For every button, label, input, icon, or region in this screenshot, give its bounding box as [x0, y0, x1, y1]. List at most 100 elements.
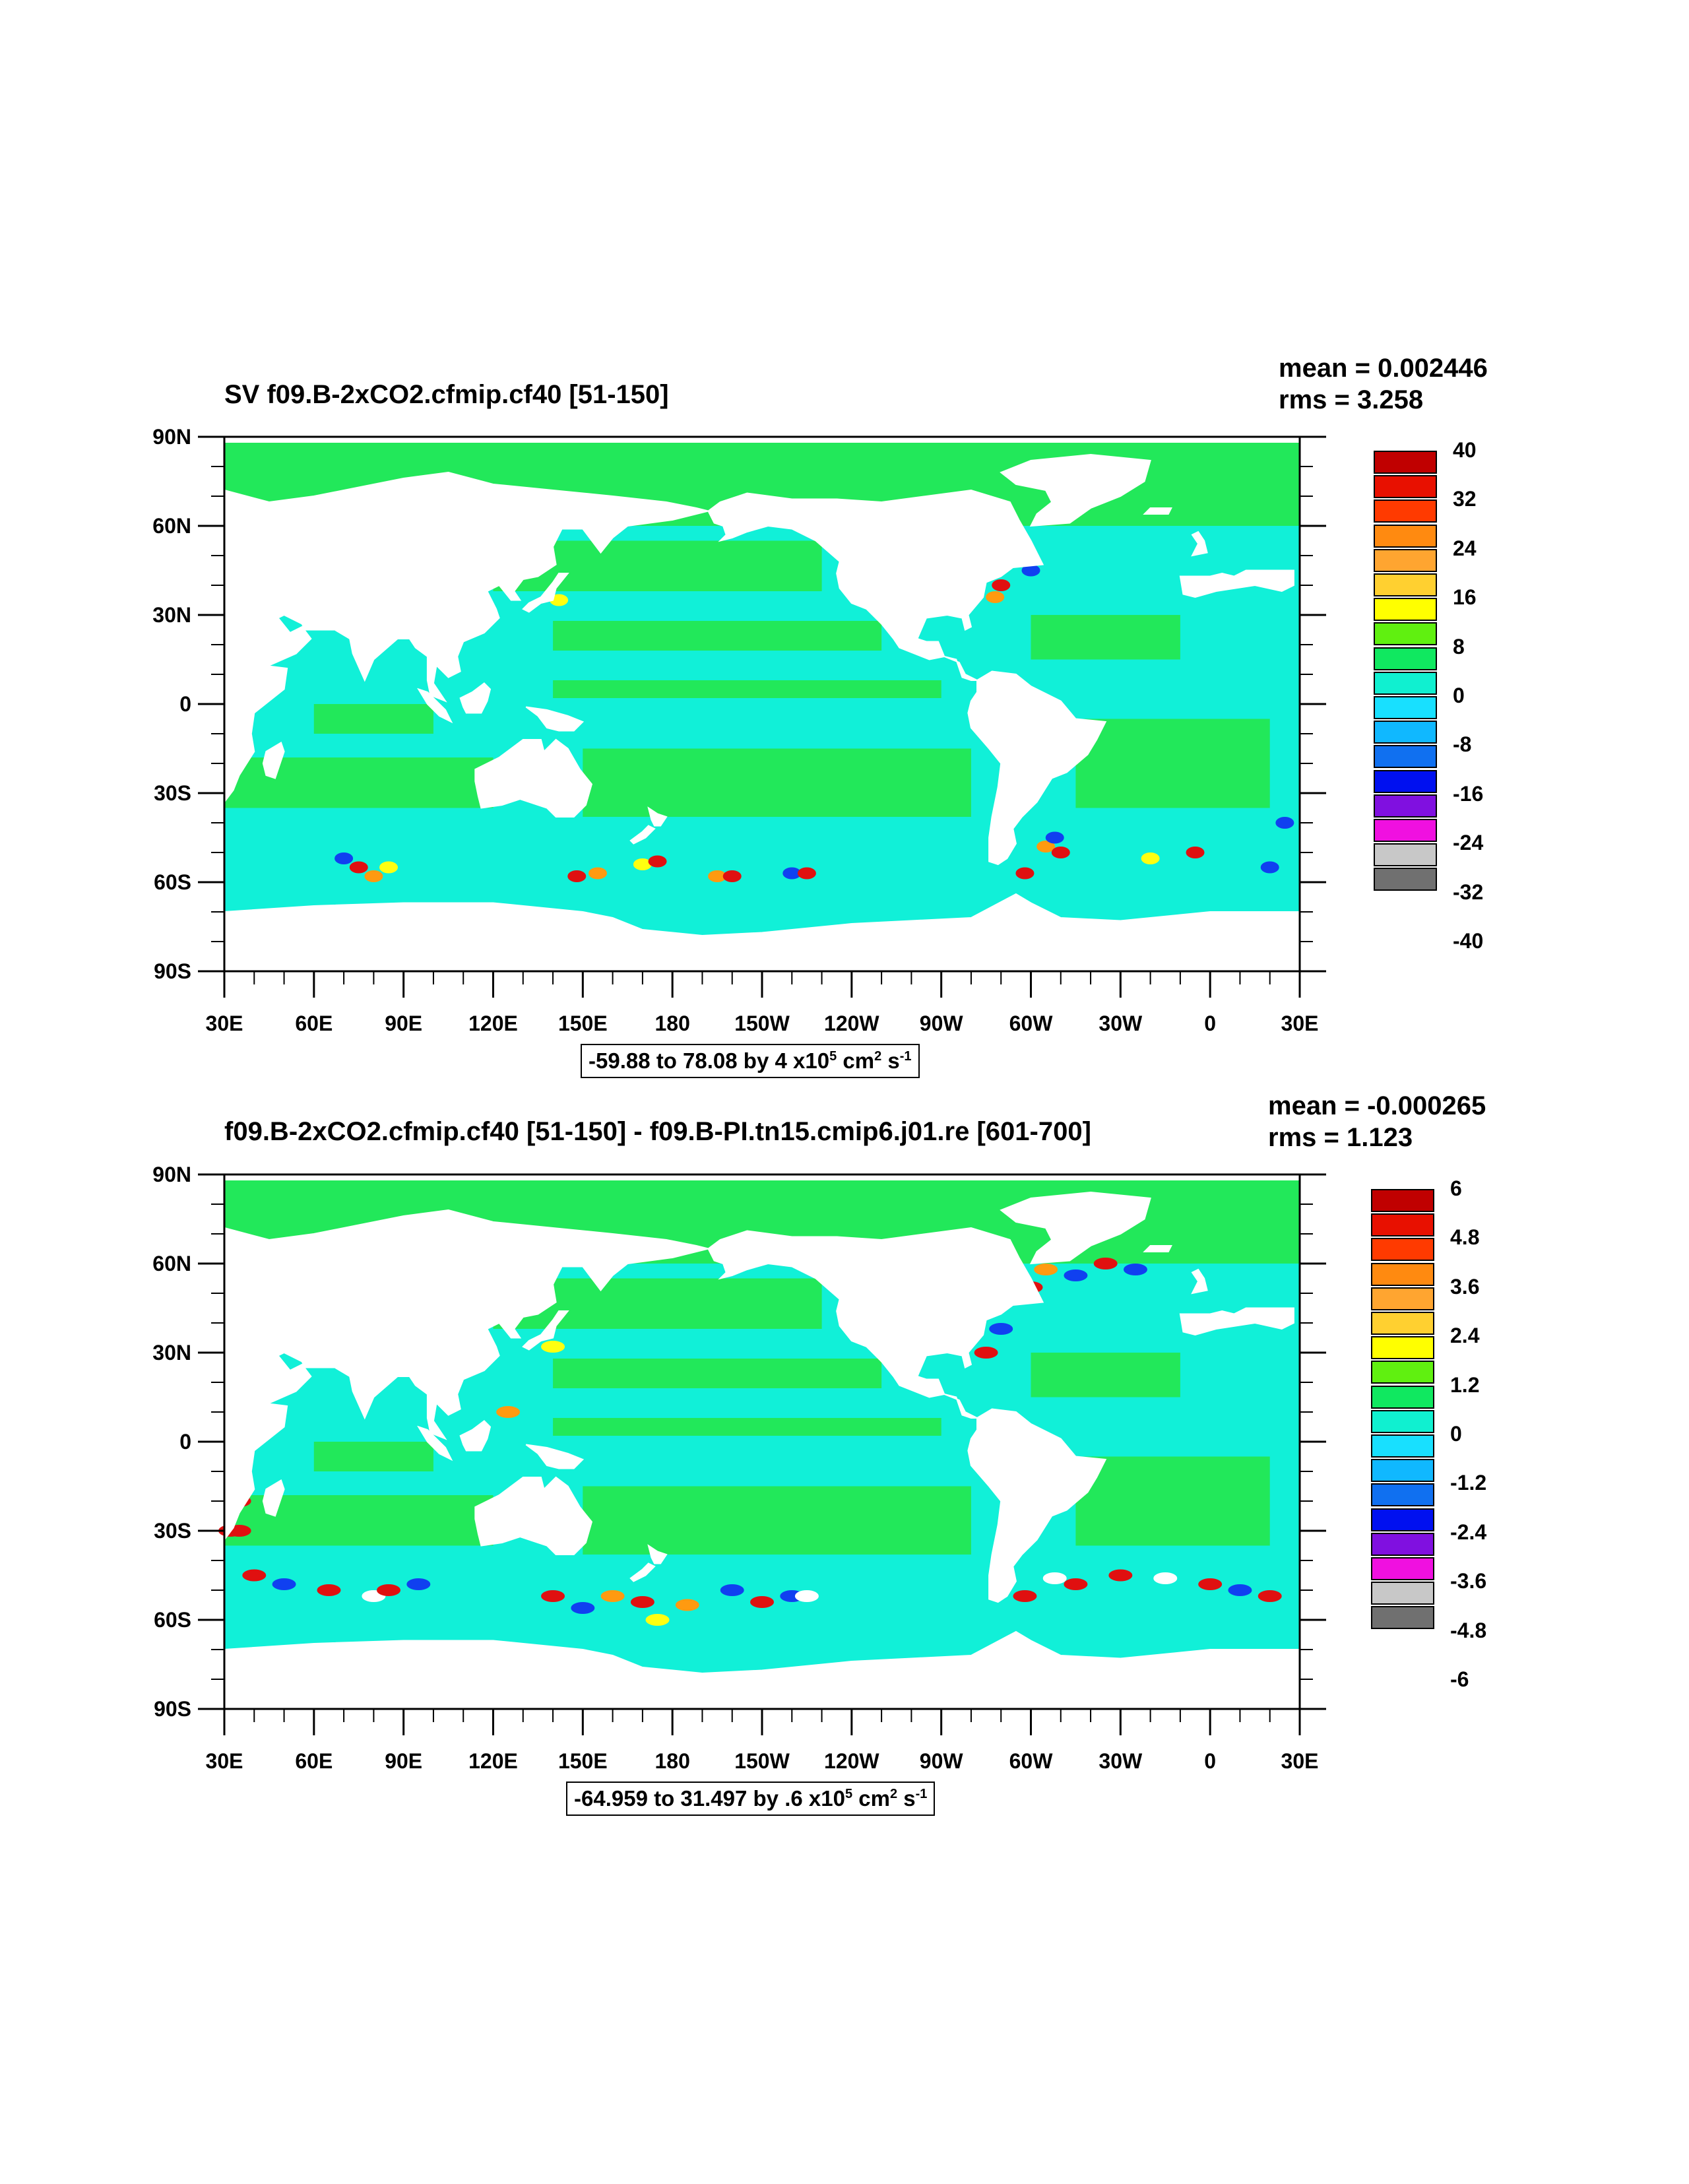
panel-1-rms: rms = 3.258	[1279, 385, 1424, 414]
y-tick-label: 30N	[152, 603, 191, 627]
x-tick-label: 90W	[920, 1012, 964, 1035]
panel-1-title: SV f09.B-2xCO2.cfmip.cf40 [51-150]	[224, 380, 669, 409]
x-tick-label: 120E	[468, 1749, 518, 1773]
anomaly-spot	[364, 870, 383, 882]
y-tick-label: 90S	[154, 959, 191, 983]
colorbar-label: -16	[1453, 781, 1484, 806]
x-tick-label: 0	[1204, 1749, 1216, 1773]
colorbar-label: 0	[1450, 1422, 1462, 1446]
colorbar-label: 4.8	[1450, 1225, 1480, 1250]
ocean-region	[224, 808, 1300, 912]
land-nz_n	[647, 1544, 668, 1564]
colorbar-box	[1371, 1409, 1434, 1433]
x-tick-label: 30E	[206, 1012, 243, 1035]
land-europe_w	[1179, 1307, 1294, 1336]
x-tick-label: 120W	[824, 1012, 879, 1035]
x-tick-label: 150E	[558, 1749, 608, 1773]
colorbar-box	[1371, 1189, 1434, 1212]
panel-2-map: 90N 60N 30N 0 30S 60S 90S 30E 60E 90E 120E 150E 180 1…	[152, 1163, 1326, 1773]
anomaly-spot	[242, 1569, 267, 1582]
y-tick-label: 60S	[154, 870, 191, 894]
anomaly-spot	[633, 858, 652, 870]
colorbar-box	[1371, 1336, 1434, 1360]
land-iceland	[1143, 1245, 1172, 1252]
colorbar-box	[1371, 1434, 1434, 1458]
anomaly-spot	[1093, 1258, 1118, 1269]
land-antarctica	[224, 1630, 1300, 1710]
x-tick-label: 0	[1204, 1012, 1216, 1035]
colorbar-box	[1374, 573, 1437, 596]
anomaly-spot	[1064, 1269, 1088, 1281]
land-png	[525, 706, 585, 732]
anomaly-spot	[1034, 1264, 1058, 1275]
panel-2-title: f09.B-2xCO2.cfmip.cf40 [51-150] - f09.B-…	[224, 1117, 1091, 1146]
colorbar-label: 24	[1453, 536, 1477, 560]
x-tick-label: 150W	[734, 1012, 790, 1035]
x-tick-label: 30E	[1281, 1749, 1319, 1773]
land-iceland	[1143, 507, 1172, 515]
ocean-region	[224, 757, 494, 808]
anomaly-spot	[1013, 1590, 1037, 1602]
colorbar-box	[1374, 843, 1437, 867]
anomaly-spot	[349, 861, 368, 874]
colorbar-box	[1371, 1532, 1434, 1556]
x-tick-label: 30W	[1099, 1012, 1143, 1035]
x-tick-label: 90E	[385, 1749, 422, 1773]
x-tick-label: 60E	[295, 1012, 333, 1035]
colorbar-box	[1371, 1287, 1434, 1310]
ocean-region	[1031, 615, 1180, 660]
anomaly-spot	[630, 1596, 654, 1608]
ocean-region	[583, 1486, 971, 1555]
anomaly-spot	[648, 855, 667, 868]
anomaly-spot	[708, 870, 727, 882]
x-tick-label: 120E	[468, 1012, 518, 1035]
land-africa	[224, 1349, 288, 1542]
colorbar-box	[1374, 671, 1437, 695]
land-antarctica	[224, 893, 1300, 972]
land-greenland	[1000, 1191, 1151, 1265]
anomaly-spot	[1258, 1590, 1282, 1602]
colorbar-box	[1371, 1385, 1434, 1409]
anomaly-spot	[986, 591, 1005, 603]
anomaly-spot	[377, 1584, 401, 1596]
land-greenland	[1000, 453, 1151, 527]
anomaly-spot	[1015, 867, 1035, 880]
colorbar-box	[1374, 622, 1437, 646]
ocean-region	[553, 621, 882, 651]
x-tick-label: 60W	[1009, 1749, 1054, 1773]
x-tick-label: 30E	[1281, 1012, 1319, 1035]
anomaly-spot	[750, 1596, 774, 1608]
anomaly-spot	[541, 1341, 565, 1353]
x-tick-label: 30W	[1099, 1749, 1143, 1773]
land-nz_s	[629, 825, 656, 845]
colorbar-label: 3.6	[1450, 1274, 1480, 1299]
ocean-region	[493, 540, 822, 591]
colorbar-box	[1374, 548, 1437, 572]
colorbar-box	[1374, 794, 1437, 818]
y-tick-label: 60N	[152, 514, 191, 538]
colorbar-box	[1371, 1361, 1434, 1384]
anomaly-spot	[992, 579, 1011, 591]
panel-1-map: 90N 60N 30N 0 30S 60S 90S 30E 60E 90E 120E 150E 180 1…	[152, 425, 1326, 1035]
panel-1-stats: mean = 0.002446 rms = 3.258	[1279, 352, 1488, 416]
y-tick-label: 60S	[154, 1608, 191, 1632]
land-samerica	[967, 1408, 1107, 1603]
anomaly-spot	[1045, 831, 1064, 844]
y-tick-label: 30N	[152, 1341, 191, 1365]
ocean-region	[224, 1495, 494, 1546]
land-namerica	[707, 1227, 1044, 1419]
panel-2-contour-range: -64.959 to 31.497 by .6 x105 cm2 s-1	[566, 1782, 936, 1816]
x-tick-label: 60W	[1009, 1012, 1054, 1035]
y-tick-label: 30S	[154, 781, 191, 805]
colorbar-box	[1374, 769, 1437, 793]
colorbar-box	[1371, 1238, 1434, 1262]
colorbar-label: -24	[1453, 831, 1484, 855]
land-namerica	[707, 489, 1044, 681]
land-png	[525, 1444, 585, 1469]
colorbar-box	[1371, 1557, 1434, 1580]
polar-cap	[224, 437, 1300, 443]
anomaly-spot	[1228, 1584, 1252, 1596]
anomaly-spot	[1123, 1264, 1147, 1275]
land-uk	[1191, 1268, 1208, 1295]
land-australia	[474, 1476, 593, 1555]
